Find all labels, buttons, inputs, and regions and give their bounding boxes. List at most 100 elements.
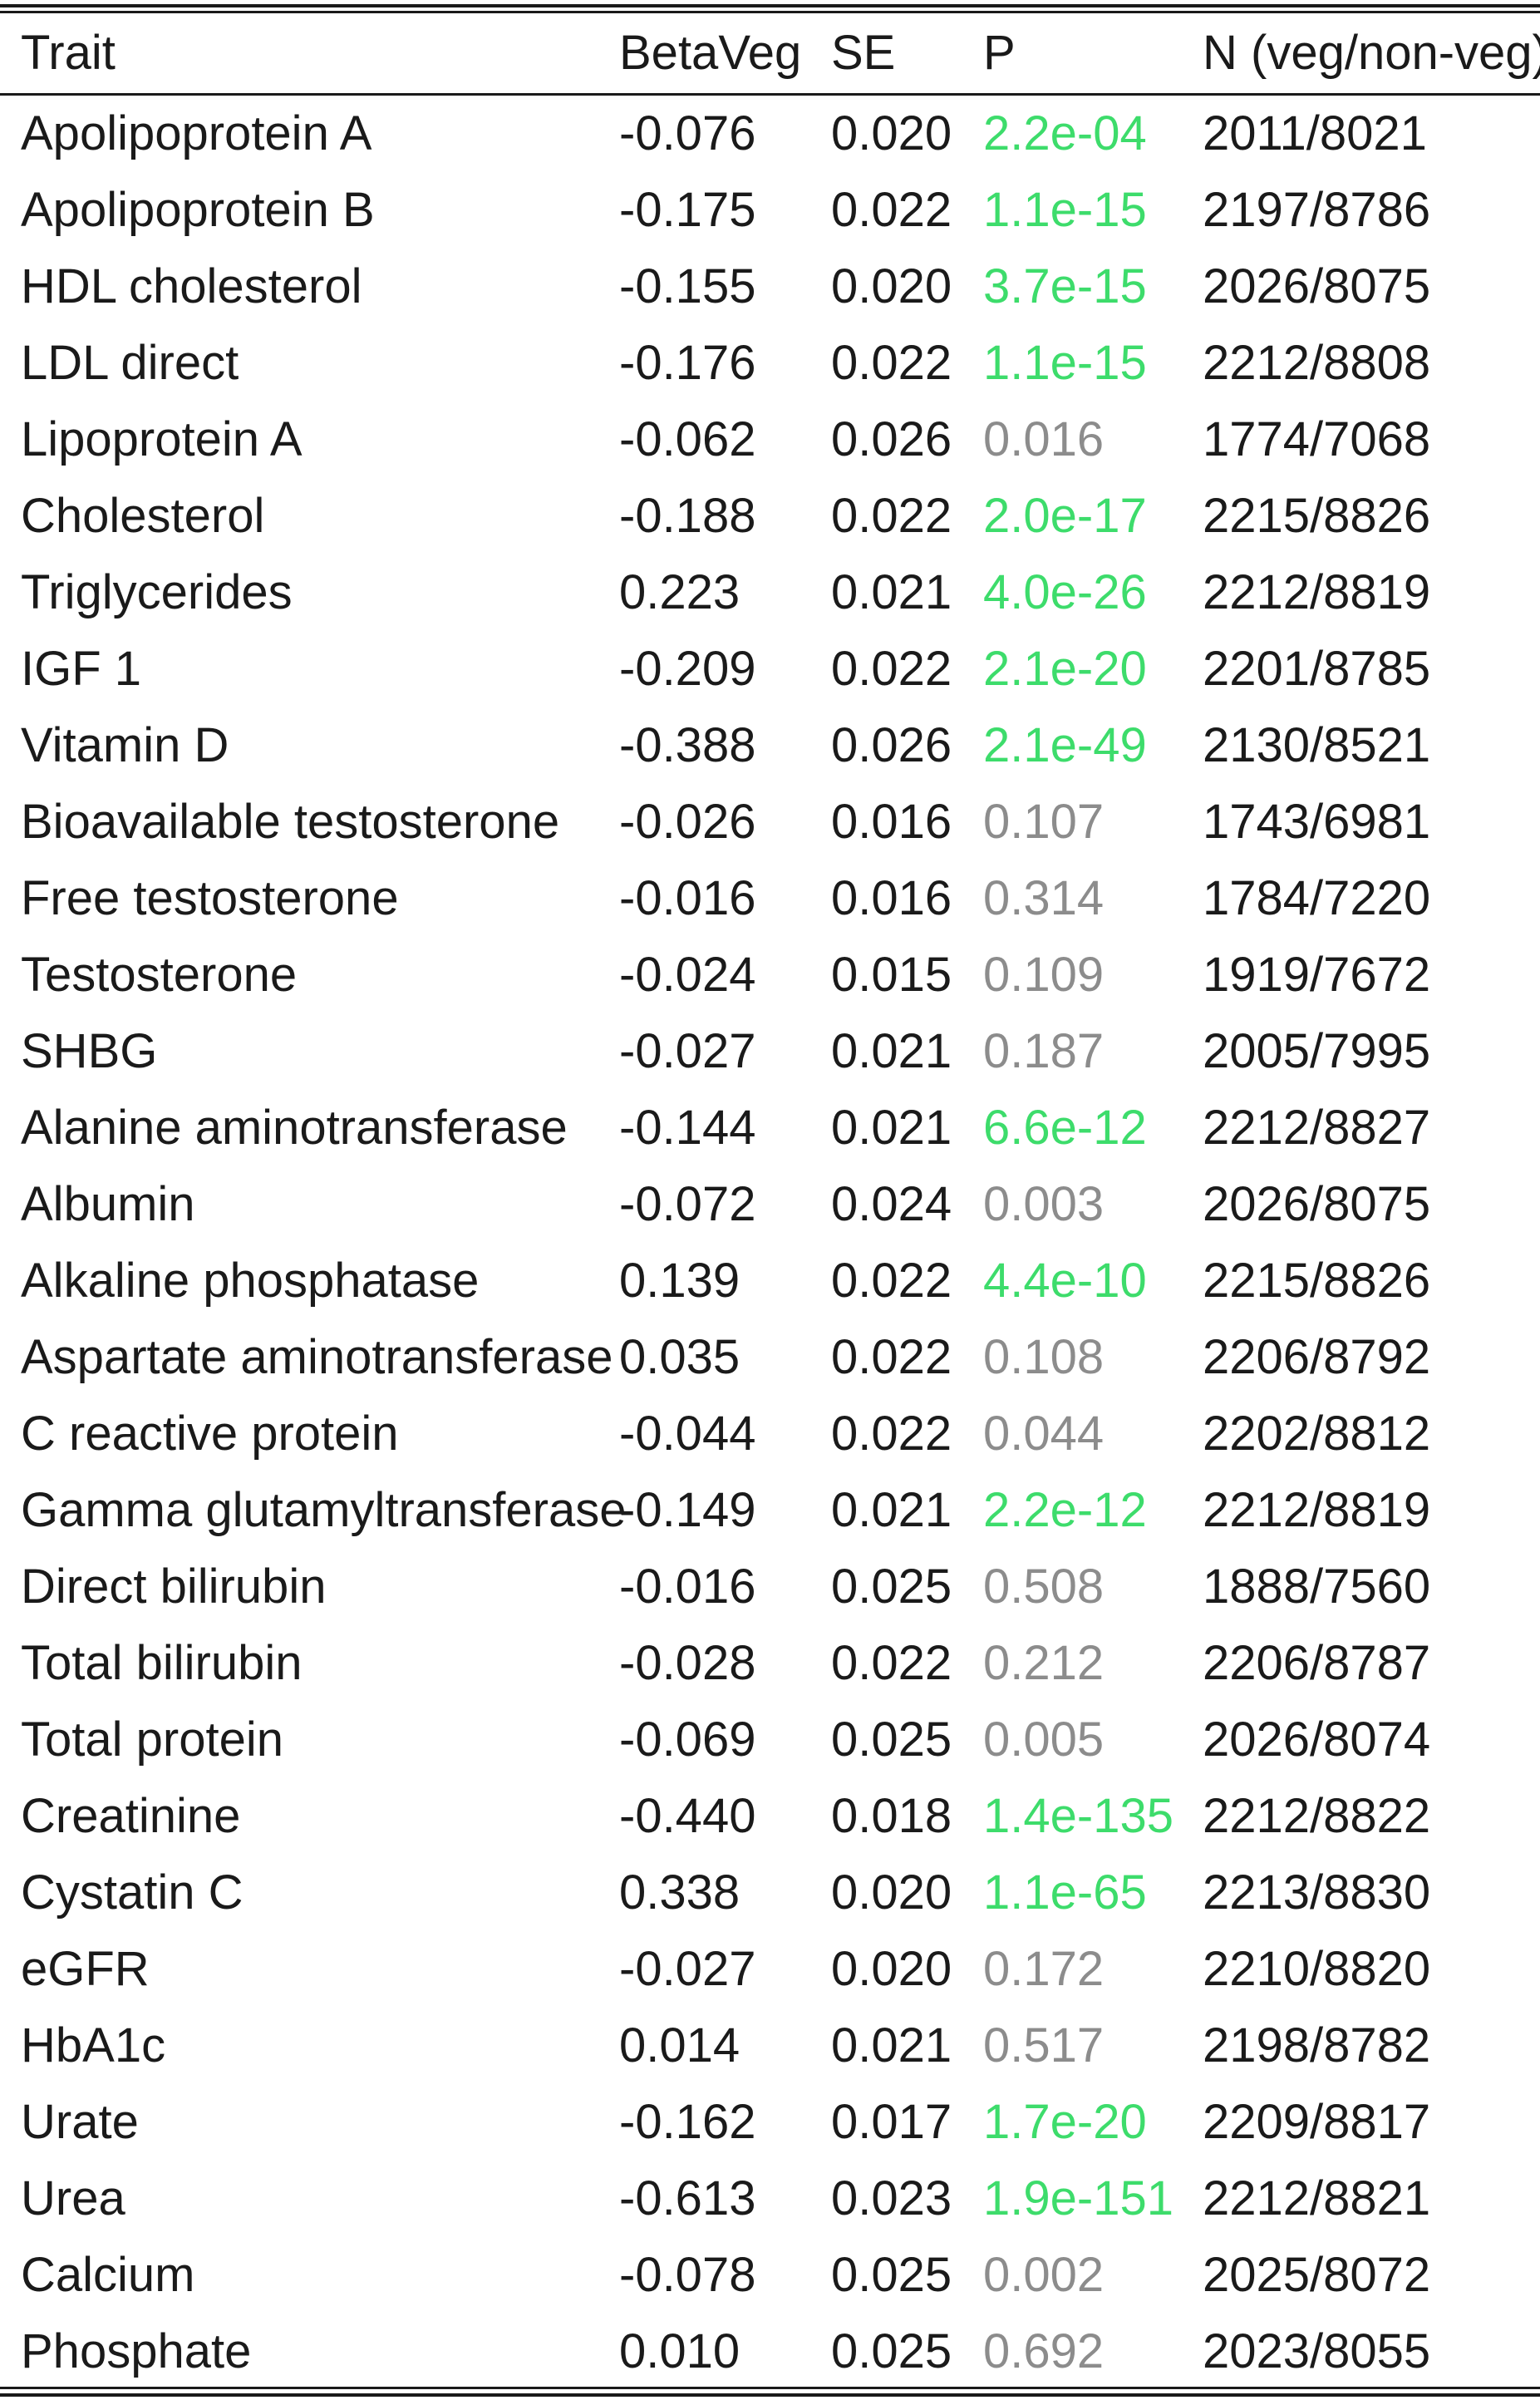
cell-beta: -0.027 [619,1942,756,1996]
header-trait: Trait [21,26,116,80]
table-row: SHBG -0.027 0.021 0.187 2005/7995 [0,1013,1540,1090]
cell-p: 1.4e-135 [983,1789,1173,1843]
header-beta: BetaVeg [619,26,802,80]
cell-p: 0.172 [983,1942,1105,1996]
cell-se: 0.022 [831,183,952,237]
cell-p: 1.9e-151 [983,2171,1173,2225]
table-row: Apolipoprotein B -0.175 0.022 1.1e-15 2197/8… [0,172,1540,249]
cell-trait: Apolipoprotein B [21,183,375,237]
header-se: SE [831,26,896,80]
table-row: Alkaline phosphatase 0.139 0.022 4.4e-10 221… [0,1243,1540,1319]
cell-se: 0.020 [831,1942,952,1996]
cell-n: 2130/8521 [1203,718,1431,772]
cell-beta: 0.223 [619,565,740,619]
cell-p: 0.314 [983,871,1105,925]
cell-beta: -0.044 [619,1407,756,1461]
cell-n: 1784/7220 [1203,871,1431,925]
cell-beta: -0.440 [619,1789,756,1843]
cell-beta: -0.078 [619,2248,756,2302]
cell-n: 2212/8808 [1203,336,1431,390]
cell-p: 0.187 [983,1024,1105,1078]
cell-trait: HDL cholesterol [21,259,362,313]
cell-trait: Triglycerides [21,565,293,619]
cell-se: 0.021 [831,1101,952,1155]
cell-beta: -0.026 [619,795,756,849]
cell-se: 0.021 [831,1483,952,1537]
cell-p: 0.108 [983,1330,1105,1384]
header-n: N (veg/non-veg) [1203,26,1540,80]
table-row: Albumin -0.072 0.024 0.003 2026/8075 [0,1166,1540,1243]
cell-trait: Lipoprotein A [21,412,303,466]
table-row: C reactive protein -0.044 0.022 0.044 2202/8… [0,1396,1540,1472]
cell-se: 0.022 [831,489,952,543]
cell-p: 0.002 [983,2248,1105,2302]
table-row: Aspartate aminotransferase 0.035 0.022 0.10… [0,1319,1540,1396]
cell-trait: IGF 1 [21,642,142,696]
cell-beta: -0.072 [619,1177,756,1231]
cell-beta: -0.016 [619,1560,756,1614]
cell-se: 0.020 [831,106,952,160]
bottom-rule [0,2393,1540,2397]
cell-se: 0.025 [831,1560,952,1614]
cell-beta: -0.155 [619,259,756,313]
cell-p: 3.7e-15 [983,259,1147,313]
cell-beta: -0.144 [619,1101,756,1155]
cell-beta: -0.024 [619,948,756,1002]
cell-n: 2023/8055 [1203,2324,1431,2378]
cell-p: 4.0e-26 [983,565,1147,619]
cell-p: 1.1e-15 [983,336,1147,390]
cell-se: 0.016 [831,795,952,849]
cell-p: 0.109 [983,948,1105,1002]
cell-trait: Urate [21,2095,139,2149]
cell-n: 2210/8820 [1203,1942,1431,1996]
table-row: Triglycerides 0.223 0.021 4.0e-26 2212/8819 [0,554,1540,631]
cell-beta: -0.175 [619,183,756,237]
cell-n: 1743/6981 [1203,795,1431,849]
cell-trait: Cystatin C [21,1865,244,1920]
cell-p: 0.016 [983,412,1105,466]
cell-trait: Cholesterol [21,489,265,543]
cell-beta: -0.388 [619,718,756,772]
cell-se: 0.021 [831,2018,952,2072]
table-row: Total bilirubin -0.028 0.022 0.212 2206/8787 [0,1625,1540,1702]
cell-p: 0.517 [983,2018,1105,2072]
cell-beta: 0.014 [619,2018,740,2072]
cell-n: 2212/8819 [1203,1483,1431,1537]
cell-se: 0.020 [831,259,952,313]
cell-beta: -0.027 [619,1024,756,1078]
cell-trait: Testosterone [21,948,298,1002]
cell-p: 4.4e-10 [983,1254,1147,1308]
cell-p: 2.2e-04 [983,106,1147,160]
table-row: IGF 1 -0.209 0.022 2.1e-20 2201/8785 [0,631,1540,707]
cell-n: 2202/8812 [1203,1407,1431,1461]
cell-se: 0.021 [831,565,952,619]
header-row: Trait BetaVeg SE P N (veg/non-veg) [0,15,1540,91]
cell-se: 0.022 [831,336,952,390]
table-row: Gamma glutamyltransferase -0.149 0.021 2.2e… [0,1472,1540,1549]
cell-se: 0.022 [831,642,952,696]
table-row: Testosterone -0.024 0.015 0.109 1919/7672 [0,937,1540,1013]
table-row: Cholesterol -0.188 0.022 2.0e-17 2215/8826 [0,478,1540,554]
cell-beta: 0.010 [619,2324,740,2378]
cell-beta: -0.069 [619,1713,756,1767]
cell-se: 0.026 [831,412,952,466]
cell-n: 2026/8075 [1203,259,1431,313]
top-rule-inner [0,11,1540,13]
cell-trait: HbA1c [21,2018,166,2072]
cell-p: 1.1e-65 [983,1865,1147,1920]
cell-n: 2215/8826 [1203,489,1431,543]
cell-beta: -0.176 [619,336,756,390]
cell-trait: Alanine aminotransferase [21,1101,568,1155]
table-row: Calcium -0.078 0.025 0.002 2025/8072 [0,2237,1540,2314]
table-row: HbA1c 0.014 0.021 0.517 2198/8782 [0,2008,1540,2084]
bottom-rule-inner [0,2387,1540,2389]
cell-beta: -0.149 [619,1483,756,1537]
cell-trait: C reactive protein [21,1407,399,1461]
cell-trait: Total protein [21,1713,283,1767]
table-row: Urate -0.162 0.017 1.7e-20 2209/8817 [0,2084,1540,2161]
cell-p: 2.1e-20 [983,642,1147,696]
cell-beta: 0.139 [619,1254,740,1308]
cell-beta: -0.188 [619,489,756,543]
cell-trait: Gamma glutamyltransferase [21,1483,627,1537]
cell-se: 0.022 [831,1407,952,1461]
